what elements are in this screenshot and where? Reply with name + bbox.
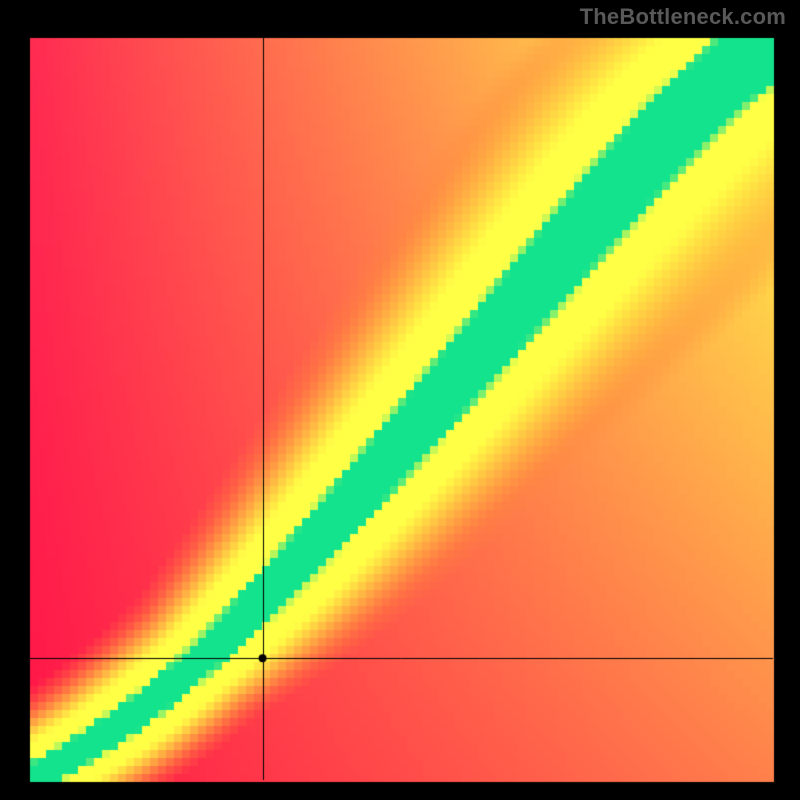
chart-container: TheBottleneck.com bbox=[0, 0, 800, 800]
heatmap-canvas bbox=[0, 0, 800, 800]
attribution-label: TheBottleneck.com bbox=[580, 4, 786, 30]
